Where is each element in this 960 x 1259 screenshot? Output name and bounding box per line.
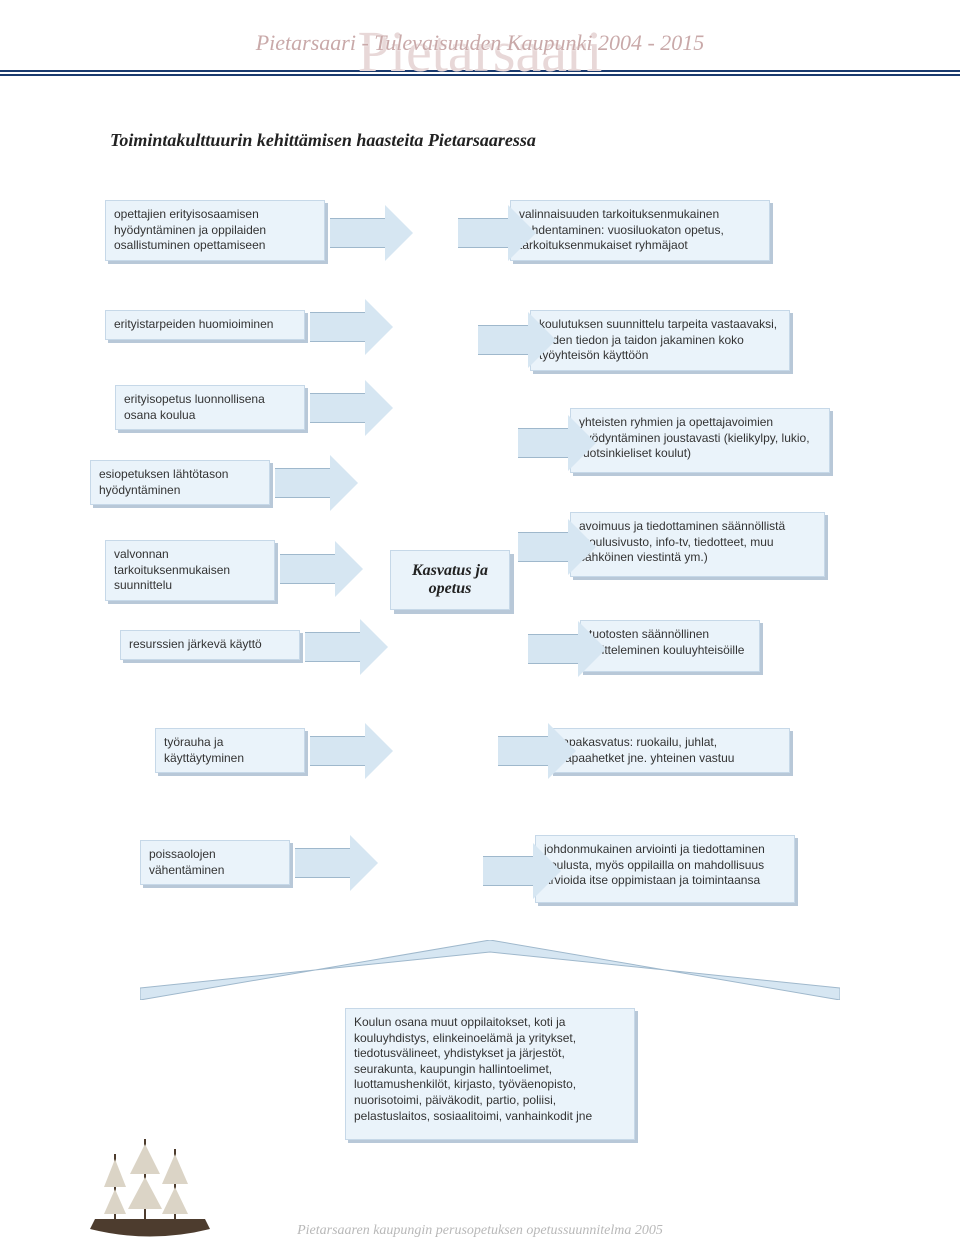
- arrow-right-body: [330, 218, 385, 248]
- arrow-right-body: [518, 428, 568, 458]
- arrow-right-head: [365, 723, 393, 779]
- arrow-right-body: [310, 736, 365, 766]
- arrow-right-body: [498, 736, 548, 766]
- arrow-right-body: [295, 848, 350, 878]
- left-box: valvonnan tarkoituksenmukaisen suunnitte…: [105, 540, 275, 601]
- left-box: erityistarpeiden huomioiminen: [105, 310, 305, 340]
- arrow-right-body: [458, 218, 508, 248]
- arrow-right-body: [528, 634, 578, 664]
- arrow-right-head: [548, 723, 576, 779]
- right-box: koulutuksen suunnittelu tarpeita vastaav…: [530, 310, 790, 371]
- arrow-right-body: [483, 856, 533, 886]
- center-box: Kasvatus ja opetus: [390, 550, 510, 610]
- left-box: esiopetuksen lähtötason hyödyntäminen: [90, 460, 270, 505]
- left-box: opettajien erityisosaamisen hyödyntämine…: [105, 200, 325, 261]
- arrow-right-head: [365, 299, 393, 355]
- right-box: johdonmukainen arviointi ja tiedottamine…: [535, 835, 795, 903]
- right-box: tuotosten säännöllinen esitteleminen kou…: [580, 620, 760, 672]
- arrow-right-body: [518, 532, 568, 562]
- arrow-right-head: [508, 205, 536, 261]
- right-box: valinnaisuuden tarkoituksenmukainen kohd…: [510, 200, 770, 261]
- arrow-right-body: [478, 325, 528, 355]
- right-box: yhteisten ryhmien ja opettajavoimien hyö…: [570, 408, 830, 473]
- arrow-right-head: [533, 843, 561, 899]
- arrow-right-head: [385, 205, 413, 261]
- arrow-right-body: [310, 393, 365, 423]
- big-up-arrow: [140, 940, 840, 1000]
- arrow-right-body: [310, 312, 365, 342]
- right-box: avoimuus ja tiedottaminen säännöllistä (…: [570, 512, 825, 577]
- left-box: työrauha ja käyttäytyminen: [155, 728, 305, 773]
- arrow-right-head: [365, 380, 393, 436]
- header-overlay-title: Pietarsaari - Tulevaisuuden Kaupunki 200…: [0, 30, 960, 56]
- arrow-right-head: [330, 455, 358, 511]
- arrow-right-head: [335, 541, 363, 597]
- arrow-right-body: [275, 468, 330, 498]
- arrow-right-head: [528, 312, 556, 368]
- page-title: Toimintakulttuurin kehittämisen haasteit…: [110, 130, 536, 151]
- arrow-right-head: [568, 415, 596, 471]
- bottom-box: Koulun osana muut oppilaitokset, koti ja…: [345, 1008, 635, 1140]
- left-box: erityisopetus luonnollisena osana koulua: [115, 385, 305, 430]
- left-box: poissaolojen vähentäminen: [140, 840, 290, 885]
- arrow-right-head: [360, 619, 388, 675]
- right-box: tapakasvatus: ruokailu, juhlat, vapaahet…: [550, 728, 790, 773]
- arrow-right-body: [280, 554, 335, 584]
- flow-diagram: opettajien erityisosaamisen hyödyntämine…: [80, 180, 880, 1140]
- arrow-right-body: [305, 632, 360, 662]
- arrow-right-head: [578, 621, 606, 677]
- arrow-right-head: [568, 519, 596, 575]
- footer-text: Pietarsaaren kaupungin perusopetuksen op…: [0, 1223, 960, 1239]
- arrow-right-head: [350, 835, 378, 891]
- left-box: resurssien järkevä käyttö: [120, 630, 300, 660]
